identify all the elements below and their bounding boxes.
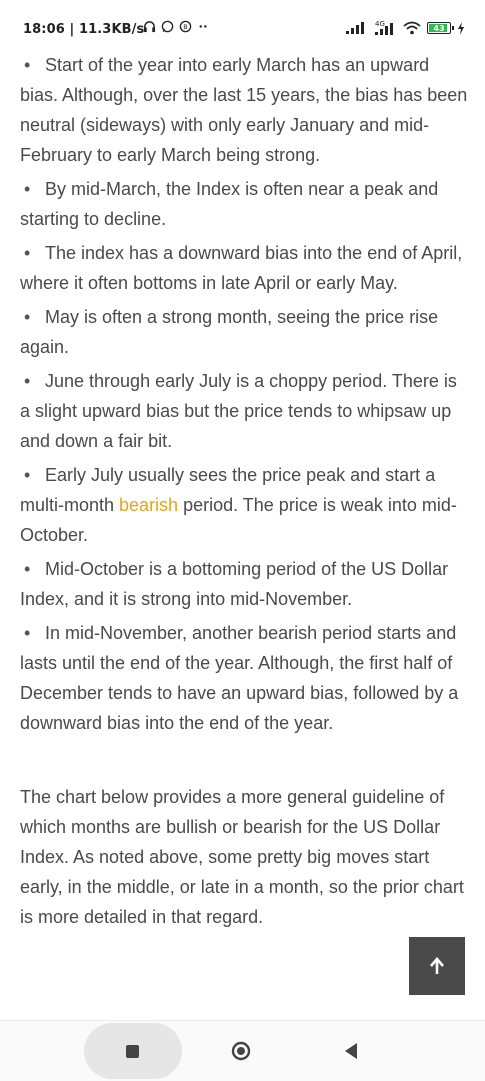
battery-icon: 43 — [427, 22, 454, 34]
headphones-icon — [143, 21, 156, 33]
bullet-dot — [20, 460, 45, 490]
system-icons: 4G 43 — [345, 20, 465, 36]
bullet-item: Start of the year into early March has a… — [20, 50, 468, 170]
bullet-item: By mid-March, the Index is often near a … — [20, 174, 468, 234]
signal-icon — [346, 22, 364, 34]
bullet-dot — [20, 238, 45, 268]
recent-apps-icon — [126, 1045, 139, 1058]
bullet-item: May is often a strong month, seeing the … — [20, 302, 468, 362]
more-dots-icon — [199, 25, 207, 28]
charging-icon — [458, 21, 464, 35]
bullet-dot — [20, 618, 45, 648]
notification-icons: B — [143, 20, 210, 33]
bearish-link[interactable]: bearish — [119, 495, 179, 515]
whatsapp-icon — [161, 20, 174, 33]
bullet-item: In mid-November, another bearish period … — [20, 618, 468, 738]
status-time: 18:06 | 11.3KB/s — [23, 22, 145, 37]
bullet-item: June through early July is a choppy peri… — [20, 366, 468, 456]
back-icon[interactable] — [343, 1042, 359, 1060]
battery-level: 43 — [433, 24, 445, 33]
b-app-icon: B — [179, 20, 192, 33]
chart-intro-paragraph: The chart below provides a more general … — [20, 787, 464, 927]
bullet-dot — [20, 50, 45, 80]
article-content: Start of the year into early March has a… — [20, 50, 468, 950]
arrow-up-icon — [430, 957, 444, 974]
svg-text:4G: 4G — [375, 20, 385, 28]
system-nav-bar — [0, 1020, 485, 1081]
svg-text:B: B — [183, 23, 187, 31]
home-icon[interactable] — [231, 1041, 251, 1061]
bullet-dot — [20, 174, 45, 204]
bullet-dot — [20, 302, 45, 332]
scroll-to-top-button[interactable] — [409, 937, 465, 995]
bullet-item: Early July usually sees the price peak a… — [20, 460, 468, 550]
bullet-dot — [20, 366, 45, 396]
bullet-item: Mid-October is a bottoming period of the… — [20, 554, 468, 614]
bullet-item: The index has a downward bias into the e… — [20, 238, 468, 298]
wifi-icon — [403, 21, 421, 35]
signal-4g-icon: 4G — [375, 20, 393, 35]
status-bar: 18:06 | 11.3KB/s B 4G 43 — [0, 0, 485, 46]
bullet-dot — [20, 554, 45, 584]
